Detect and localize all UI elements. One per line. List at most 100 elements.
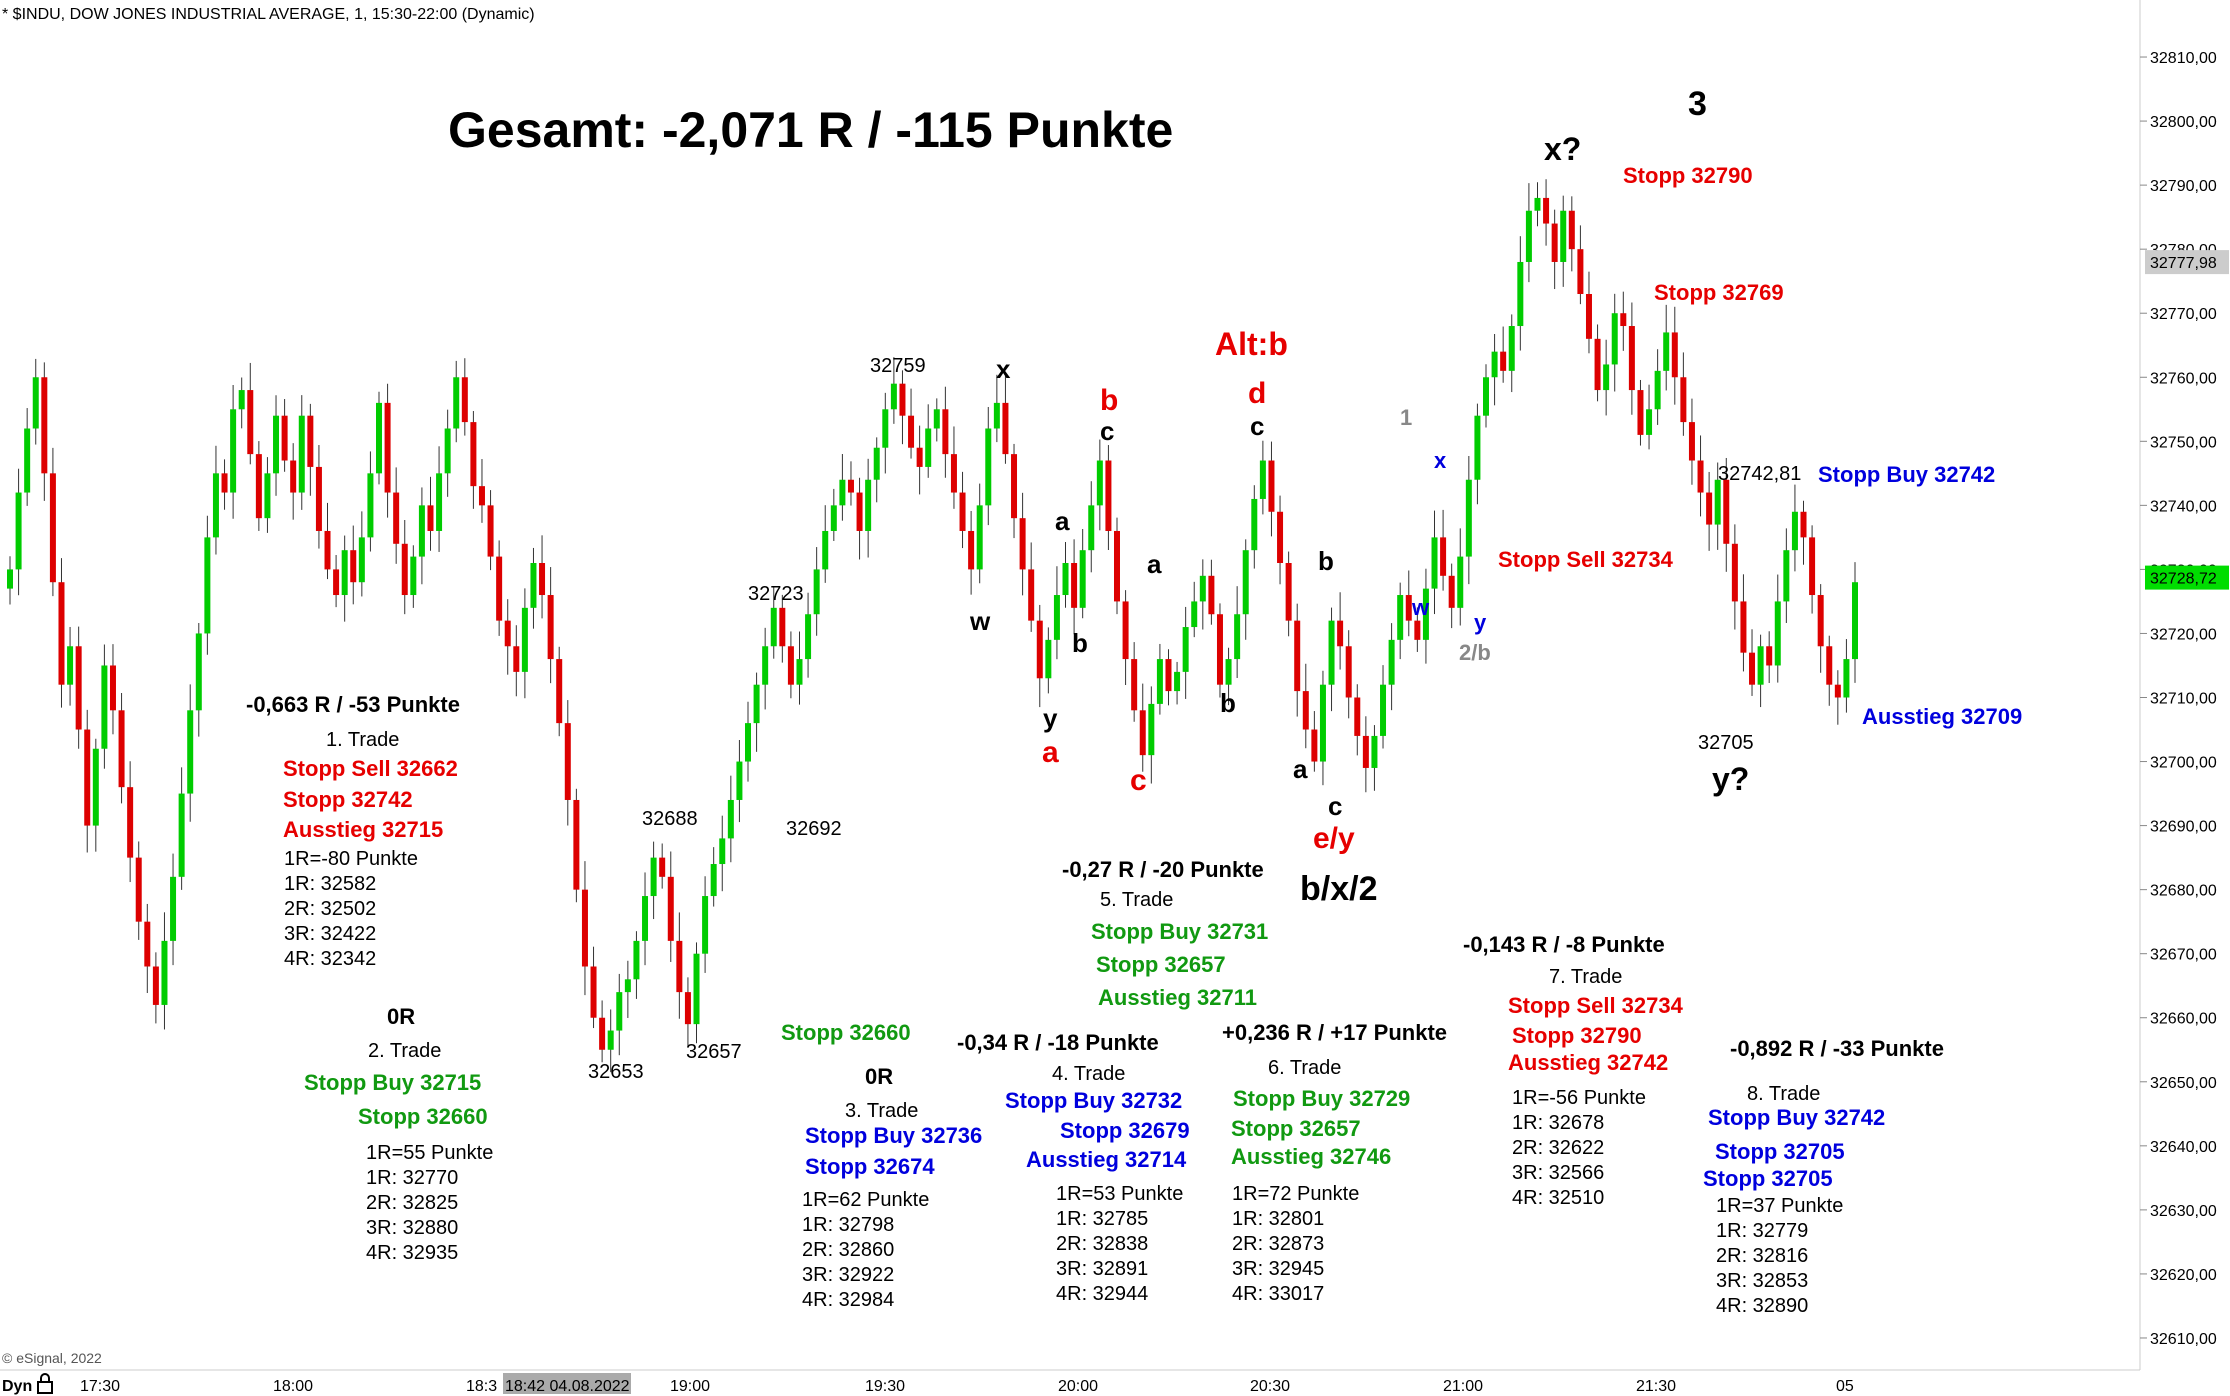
chart-title: Gesamt: -2,071 R / -115 Punkte bbox=[448, 102, 1173, 158]
candle bbox=[719, 838, 726, 865]
candle bbox=[1731, 543, 1738, 602]
trade-order: Stopp Buy 32732 bbox=[1005, 1088, 1182, 1113]
candle bbox=[1440, 537, 1447, 576]
trade-name: 5. Trade bbox=[1100, 889, 1173, 911]
wave-label: a bbox=[1055, 506, 1070, 536]
trade-target: 3R: 32853 bbox=[1716, 1270, 1808, 1292]
candle bbox=[401, 543, 408, 596]
trade-target: 2R: 32502 bbox=[284, 898, 376, 920]
candle bbox=[830, 505, 837, 531]
candle bbox=[298, 415, 305, 493]
trade-target: 1R=72 Punkte bbox=[1232, 1183, 1359, 1205]
candle bbox=[1191, 601, 1198, 628]
candle bbox=[212, 473, 219, 538]
candle bbox=[75, 646, 82, 730]
chart-annotation: Stopp 32790 bbox=[1623, 163, 1753, 188]
trade-target: 3R: 32945 bbox=[1232, 1258, 1324, 1280]
candle bbox=[367, 473, 374, 538]
y-tick-label: 32640,00 bbox=[2150, 1139, 2217, 1156]
candle bbox=[985, 428, 992, 506]
candle bbox=[581, 889, 588, 967]
candle bbox=[92, 748, 99, 826]
candle bbox=[590, 966, 597, 1018]
x-tick-label: 19:00 bbox=[670, 1378, 710, 1395]
candle bbox=[478, 486, 485, 506]
candle bbox=[1680, 377, 1687, 423]
candle bbox=[496, 556, 503, 621]
trade-result: -0,663 R / -53 Punkte bbox=[246, 692, 460, 717]
y-tick-label: 32770,00 bbox=[2150, 306, 2217, 323]
trade-result: -0,34 R / -18 Punkte bbox=[957, 1030, 1159, 1055]
candle bbox=[273, 415, 280, 474]
trade-target: 2R: 32816 bbox=[1716, 1245, 1808, 1267]
last-price-tag bbox=[2145, 250, 2229, 275]
last-price-label: 32777,98 bbox=[2150, 255, 2217, 272]
trade-target: 4R: 32944 bbox=[1056, 1283, 1148, 1305]
candle bbox=[1671, 332, 1678, 378]
candle bbox=[1285, 563, 1292, 621]
candle bbox=[1474, 415, 1481, 480]
candle bbox=[1105, 460, 1112, 531]
price-label: 32759 bbox=[870, 355, 926, 377]
candle bbox=[753, 684, 760, 724]
candle bbox=[916, 447, 923, 467]
trade-order: Stopp Buy 32742 bbox=[1708, 1105, 1885, 1130]
candle bbox=[1740, 601, 1747, 653]
wave-label: 1 bbox=[1400, 405, 1412, 430]
candle bbox=[1774, 601, 1781, 666]
candle bbox=[1465, 479, 1472, 557]
candle bbox=[461, 377, 468, 423]
wave-label: b bbox=[1100, 384, 1118, 417]
candle bbox=[1551, 223, 1558, 262]
candle bbox=[1337, 620, 1344, 647]
price-label: 32653 bbox=[588, 1061, 644, 1083]
candle bbox=[1594, 338, 1601, 391]
candle bbox=[410, 556, 417, 596]
candle bbox=[152, 966, 159, 1005]
candle bbox=[1311, 729, 1318, 762]
candle bbox=[556, 659, 563, 724]
candle bbox=[547, 595, 554, 660]
candle bbox=[41, 377, 48, 474]
candle bbox=[933, 409, 940, 429]
candle bbox=[659, 857, 666, 877]
candle bbox=[1122, 601, 1129, 660]
y-tick-label: 32660,00 bbox=[2150, 1011, 2217, 1028]
candle bbox=[1706, 492, 1713, 525]
trade-target: 4R: 32342 bbox=[284, 948, 376, 970]
x-tick-label: 21:00 bbox=[1443, 1378, 1483, 1395]
y-tick-label: 32680,00 bbox=[2150, 883, 2217, 900]
candle bbox=[530, 563, 537, 608]
candle bbox=[144, 921, 151, 967]
x-tick-label: 17:30 bbox=[80, 1378, 120, 1395]
candle bbox=[1268, 460, 1275, 512]
candle bbox=[127, 787, 134, 858]
lock-icon-body bbox=[37, 1381, 53, 1394]
candle bbox=[487, 505, 494, 557]
candle bbox=[470, 422, 477, 487]
candle bbox=[521, 607, 528, 672]
candle bbox=[1491, 351, 1498, 378]
trade-target: 1R: 32801 bbox=[1232, 1208, 1324, 1230]
dynamic-label: Dyn bbox=[2, 1378, 32, 1395]
trade-target: 3R: 32922 bbox=[802, 1264, 894, 1286]
candle bbox=[1208, 575, 1215, 615]
candle bbox=[1585, 294, 1592, 339]
candle bbox=[1620, 313, 1627, 327]
copyright: © eSignal, 2022 bbox=[2, 1350, 102, 1366]
candle bbox=[968, 530, 975, 570]
candle bbox=[418, 505, 425, 557]
candle bbox=[1603, 364, 1610, 391]
candle bbox=[1294, 620, 1301, 692]
trade-order: Stopp 32705 bbox=[1715, 1139, 1845, 1164]
wave-label: c bbox=[1250, 411, 1264, 441]
candle bbox=[779, 607, 786, 647]
candle bbox=[642, 896, 649, 941]
candle bbox=[650, 857, 657, 897]
chart-annotation: Stopp 32769 bbox=[1654, 280, 1784, 305]
candle bbox=[770, 607, 777, 647]
wave-label: x? bbox=[1544, 131, 1581, 167]
wave-label: 2/b bbox=[1459, 640, 1491, 665]
trade-target: 3R: 32566 bbox=[1512, 1162, 1604, 1184]
